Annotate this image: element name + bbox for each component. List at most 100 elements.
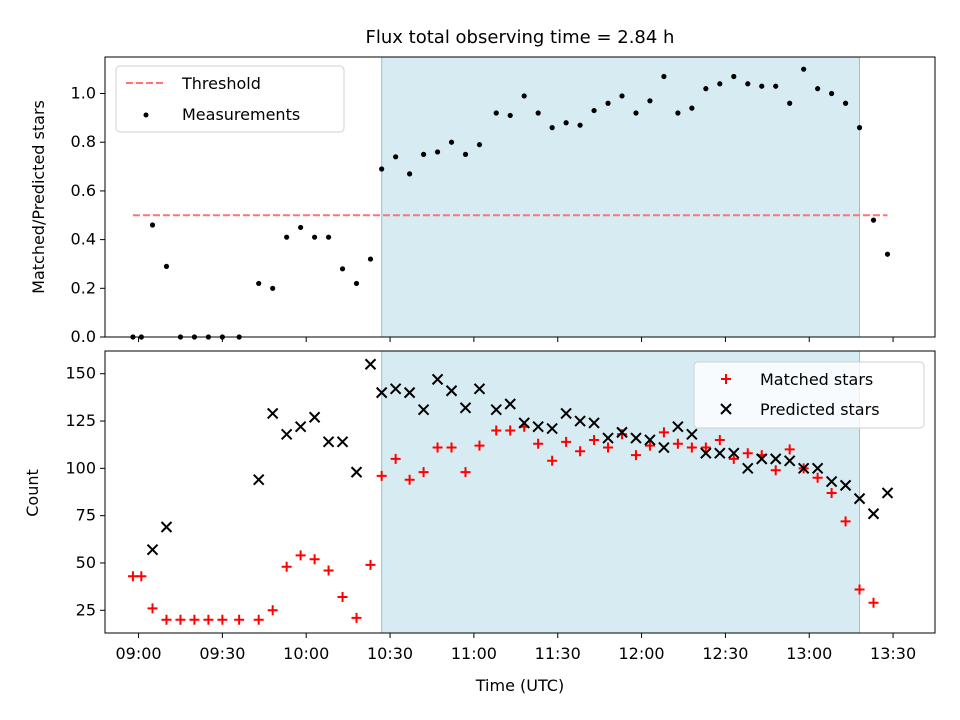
- matched-star-marker: [365, 559, 376, 570]
- top-y-axis-label: Matched/Predicted stars: [29, 100, 48, 294]
- matched-star-marker: [323, 565, 334, 576]
- matched-star-marker: [630, 450, 641, 461]
- matched-star-marker: [267, 605, 278, 616]
- matched-star-marker: [376, 470, 387, 481]
- measurement-point: [420, 151, 427, 157]
- matched-star-marker: [253, 614, 264, 625]
- matched-star-marker: [742, 448, 753, 459]
- measurement-point: [270, 285, 276, 291]
- matched-star-marker: [337, 592, 348, 603]
- top-y-tick-label: 0.6: [71, 181, 96, 200]
- measurement-point: [407, 171, 413, 177]
- matched-star-marker: [658, 427, 669, 438]
- measurement-point: [870, 217, 877, 223]
- measurement-point: [703, 86, 709, 92]
- measurement-point: [661, 73, 667, 80]
- predicted-star-marker: [797, 462, 810, 475]
- measurement-point: [759, 83, 765, 89]
- matched-star-marker: [714, 434, 725, 445]
- predicted-star-marker: [644, 434, 656, 446]
- matched-legend-swatch: [721, 374, 731, 384]
- top-shaded-span: [381, 56, 861, 338]
- x-axis-label: Time (UTC): [475, 676, 564, 695]
- x-tick-label: 09:30: [199, 644, 245, 663]
- matched-star-marker: [404, 474, 415, 485]
- predicted-star-marker: [560, 407, 572, 420]
- measurement-point: [773, 83, 779, 89]
- matched-star-marker: [234, 614, 245, 625]
- predicted-star-marker: [867, 508, 880, 520]
- measurement-point: [393, 154, 399, 160]
- predicted-star-marker: [403, 386, 416, 399]
- bottom-legend-box: [693, 361, 925, 429]
- bottom-y-tick-label: 50: [76, 553, 96, 572]
- x-tick-label: 11:30: [535, 644, 581, 663]
- predicted-star-marker: [700, 447, 712, 459]
- predicted-star-marker: [532, 420, 544, 433]
- predicted-star-marker: [825, 475, 838, 488]
- x-tick-label: 10:30: [367, 644, 413, 663]
- matched-star-marker: [575, 446, 586, 457]
- matched-star-marker: [147, 603, 158, 614]
- measurement-point: [149, 222, 156, 228]
- matched-star-marker: [533, 438, 544, 449]
- x-tick-label: 13:30: [870, 644, 916, 663]
- measurement-point: [633, 110, 639, 116]
- predicted-star-marker: [658, 441, 670, 454]
- matched-star-marker: [840, 516, 851, 527]
- matched-star-marker: [700, 442, 711, 453]
- predicted-star-marker: [417, 403, 430, 416]
- predicted-star-marker: [742, 462, 754, 475]
- measurement-point: [815, 86, 821, 92]
- matched-star-marker: [547, 455, 558, 466]
- matched-star-marker: [644, 440, 655, 451]
- predicted-star-marker: [686, 428, 698, 440]
- matched-star-marker: [281, 561, 292, 572]
- predicted-legend-swatch: [720, 403, 732, 415]
- predicted-star-marker: [146, 544, 159, 556]
- matched-star-marker: [432, 442, 443, 453]
- predicted-star-marker: [811, 462, 824, 475]
- predicted-star-marker: [364, 358, 377, 370]
- top-y-tick-label: 0.2: [71, 278, 96, 297]
- matched-star-marker: [474, 440, 485, 451]
- predicted-star-marker: [783, 455, 796, 467]
- top-observing-span: [381, 56, 861, 338]
- predicted-star-marker: [308, 411, 321, 423]
- predicted-star-marker: [280, 428, 293, 440]
- chart-title: Flux total observing time = 2.84 h: [366, 27, 675, 48]
- predicted-star-marker: [389, 383, 402, 395]
- matched-star-marker: [175, 614, 186, 625]
- predicted-star-marker: [252, 473, 265, 486]
- bottom-y-tick-label: 25: [76, 600, 96, 619]
- measurement-point: [731, 73, 737, 80]
- top-y-tick-label: 1.0: [71, 84, 96, 103]
- threshold-legend-label: Threshold: [181, 74, 261, 93]
- predicted-star-marker: [881, 487, 894, 499]
- matched-star-marker: [868, 597, 879, 608]
- bottom-x-ticks: 09:00 09:30 10:00 10:30 11:00 11:30 12:00 12:30…: [115, 633, 916, 663]
- matched-star-marker: [505, 425, 516, 436]
- top-y-ticks: 0.0 0.2 0.4 0.6 0.8 1.0: [71, 84, 105, 346]
- measurement-point: [675, 110, 681, 116]
- matched-star-marker: [770, 465, 781, 476]
- measurement-point: [448, 139, 455, 145]
- measurement-point: [577, 122, 583, 128]
- top-legend: Threshold Measurements: [115, 65, 345, 133]
- predicted-star-marker: [459, 402, 472, 414]
- x-tick-label: 13:00: [786, 644, 832, 663]
- measurement-point: [745, 81, 751, 87]
- predicted-star-marker: [350, 466, 363, 478]
- measurement-point: [647, 98, 653, 104]
- predicted-star-marker: [266, 407, 279, 420]
- top-y-tick-label: 0.8: [71, 132, 96, 151]
- matched-star-marker: [589, 434, 600, 445]
- predicted-star-marker: [431, 373, 444, 386]
- predicted-star-marker: [160, 521, 173, 533]
- predicted-star-marker: [853, 492, 866, 505]
- matched-star-marker: [686, 442, 697, 453]
- matched-star-marker: [351, 612, 362, 623]
- measurement-point: [521, 93, 527, 99]
- measurement-point: [379, 166, 385, 172]
- measurement-point: [434, 149, 441, 155]
